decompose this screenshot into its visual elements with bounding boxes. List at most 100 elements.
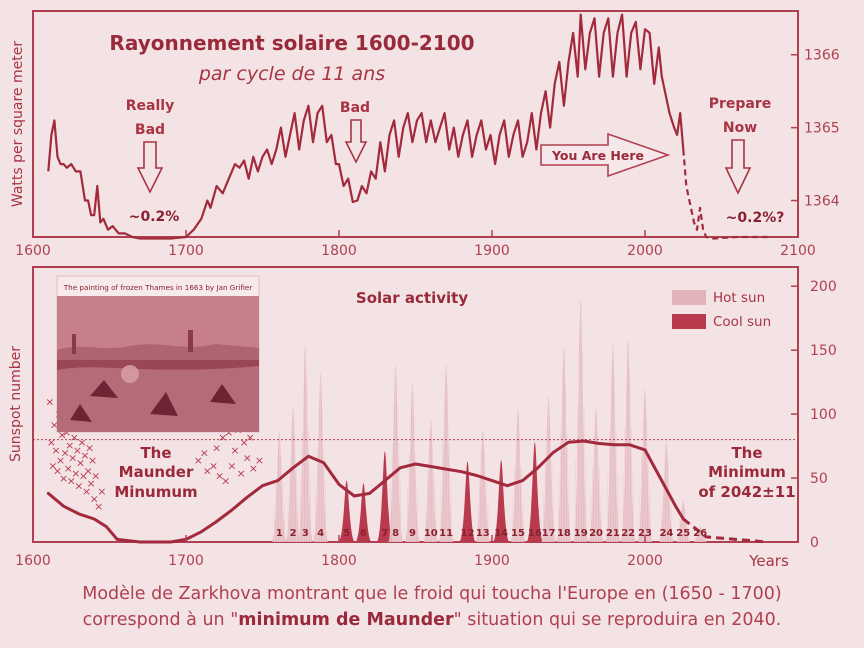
x-tick-label: 2100 bbox=[780, 243, 816, 259]
minimum-label-3: of 2042±11 bbox=[698, 483, 795, 501]
really-bad-label-1: Really bbox=[126, 98, 174, 114]
early-sunspot-marker: × bbox=[51, 444, 60, 457]
early-sunspot-marker: × bbox=[230, 444, 239, 457]
early-sunspot-marker: × bbox=[65, 439, 74, 452]
painting-spire bbox=[188, 330, 193, 352]
early-sunspot-marker: × bbox=[74, 480, 83, 493]
really-bad-arrow-icon bbox=[136, 141, 164, 194]
irradiance-subtitle: par cycle de 11 ans bbox=[198, 63, 385, 85]
early-sunspot-marker: × bbox=[79, 469, 88, 482]
early-sunspot-marker: × bbox=[97, 485, 106, 498]
sunspot-ylabel: Sunspot number bbox=[8, 346, 24, 462]
inset-painting: The painting of frozen Thames in 1663 by… bbox=[56, 275, 260, 433]
y-tick-label: 150 bbox=[810, 343, 837, 359]
early-sunspot-marker: × bbox=[249, 462, 258, 475]
cycle-number-label: 13 bbox=[476, 528, 490, 539]
early-sunspot-marker: × bbox=[236, 467, 245, 480]
irradiance-frame bbox=[32, 10, 799, 238]
legend-hot-swatch bbox=[672, 290, 706, 305]
irradiance-title: Rayonnement solaire 1600-2100 bbox=[109, 31, 474, 55]
maunder-label-1: The bbox=[140, 444, 171, 462]
caption-line-2-bold: minimum de Maunder bbox=[238, 610, 454, 630]
early-sunspot-marker: × bbox=[194, 454, 203, 467]
caption-line-1: Modèle de Zarkhova montrant que le froid… bbox=[82, 584, 782, 604]
early-sunspot-marker: × bbox=[94, 500, 103, 513]
cycle-number-label: 22 bbox=[621, 528, 635, 539]
cycle-number-label: 26 bbox=[693, 528, 707, 539]
cool-cycle-peak bbox=[459, 461, 476, 542]
early-sunspot-marker: × bbox=[71, 467, 80, 480]
cycle-number-label: 1 bbox=[276, 528, 283, 539]
inset-caption: The painting of frozen Thames in 1663 by… bbox=[63, 283, 253, 292]
x-tick-label: 1600 bbox=[15, 243, 51, 259]
sunspot-panel: ××××××××××××××××××××××××××××××××××××××××… bbox=[8, 266, 837, 570]
cycle-number-label: 9 bbox=[409, 528, 416, 539]
cycle-number-label: 5 bbox=[343, 528, 350, 539]
y-tick-label: 0 bbox=[810, 535, 819, 551]
cool-cycle-peak bbox=[526, 442, 544, 542]
early-sunspot-marker: × bbox=[85, 441, 94, 454]
early-sunspot-marker: × bbox=[218, 431, 227, 444]
cycle-number-label: 17 bbox=[542, 528, 556, 539]
y-tick-label: 50 bbox=[810, 471, 828, 487]
y-tick-label: 1365 bbox=[804, 121, 840, 137]
painting-sky bbox=[57, 296, 259, 352]
legend-cool-swatch bbox=[672, 314, 706, 329]
cool-cycle-peak bbox=[492, 460, 510, 542]
early-sunspot-marker: × bbox=[203, 464, 212, 477]
activity-projection-line bbox=[682, 517, 768, 544]
early-sunspot-marker: × bbox=[200, 446, 209, 459]
early-sunspot-marker: × bbox=[73, 444, 82, 457]
prepare-label-2: Now bbox=[723, 120, 757, 136]
early-sunspot-marker: × bbox=[227, 459, 236, 472]
early-sunspot-marker: × bbox=[62, 426, 71, 439]
really-bad-label-2: Bad bbox=[135, 122, 165, 138]
painting-spire bbox=[72, 334, 76, 354]
early-sunspot-marker: × bbox=[77, 436, 86, 449]
x-tick-label: 1900 bbox=[474, 243, 510, 259]
painting-smoke bbox=[121, 365, 139, 383]
irradiance-projection-line bbox=[682, 149, 768, 240]
painting-town bbox=[57, 344, 259, 360]
y-tick-label: 200 bbox=[810, 279, 837, 295]
bad-arrow-icon bbox=[344, 119, 368, 164]
early-sunspot-marker: × bbox=[56, 454, 65, 467]
sunspot-xlabel: Years bbox=[748, 552, 789, 570]
x-tick-label: 1800 bbox=[321, 553, 357, 569]
irradiance-ylabel: Watts per square meter bbox=[10, 41, 26, 207]
cycle-number-label: 6 bbox=[360, 528, 367, 539]
early-sunspot-marker: × bbox=[67, 475, 76, 488]
x-tick-label: 1700 bbox=[168, 553, 204, 569]
early-sunspot-marker: × bbox=[240, 436, 249, 449]
caption-line-2: correspond à un "minimum de Maunder" sit… bbox=[0, 610, 864, 630]
legend: Hot sun Cool sun bbox=[672, 290, 771, 330]
x-tick-label: 2000 bbox=[627, 243, 663, 259]
early-sunspot-marker: × bbox=[47, 436, 56, 449]
cycle-number-label: 14 bbox=[494, 528, 508, 539]
early-sunspot-marker: × bbox=[91, 469, 100, 482]
early-sunspot-marker: × bbox=[53, 464, 62, 477]
prepare-label-1: Prepare bbox=[709, 96, 772, 112]
minimum-label-1: The bbox=[731, 444, 762, 462]
early-sunspot-marker: × bbox=[76, 457, 85, 470]
cycle-number-label: 19 bbox=[574, 528, 588, 539]
x-tick-label: 1900 bbox=[474, 553, 510, 569]
cycle-number-label: 7 bbox=[381, 528, 388, 539]
x-tick-label: 1700 bbox=[168, 243, 204, 259]
prepare-arrow-icon bbox=[724, 139, 752, 195]
early-sunspot-marker: × bbox=[64, 462, 73, 475]
early-sunspot-marker: × bbox=[243, 452, 252, 465]
early-sunspot-marker: × bbox=[212, 441, 221, 454]
early-sunspot-marker: × bbox=[48, 459, 57, 472]
y-tick-label: 1364 bbox=[804, 194, 840, 210]
early-sunspot-marker: × bbox=[80, 449, 89, 462]
early-sunspot-marker: × bbox=[255, 454, 264, 467]
activity-trend-line bbox=[46, 439, 685, 544]
maunder-label-2: Maunder bbox=[119, 463, 194, 481]
early-sunspot-marker: × bbox=[88, 454, 97, 467]
early-sunspot-marker: × bbox=[45, 395, 54, 408]
cool-cycle-peak bbox=[376, 451, 394, 542]
painting-figures bbox=[70, 380, 236, 422]
